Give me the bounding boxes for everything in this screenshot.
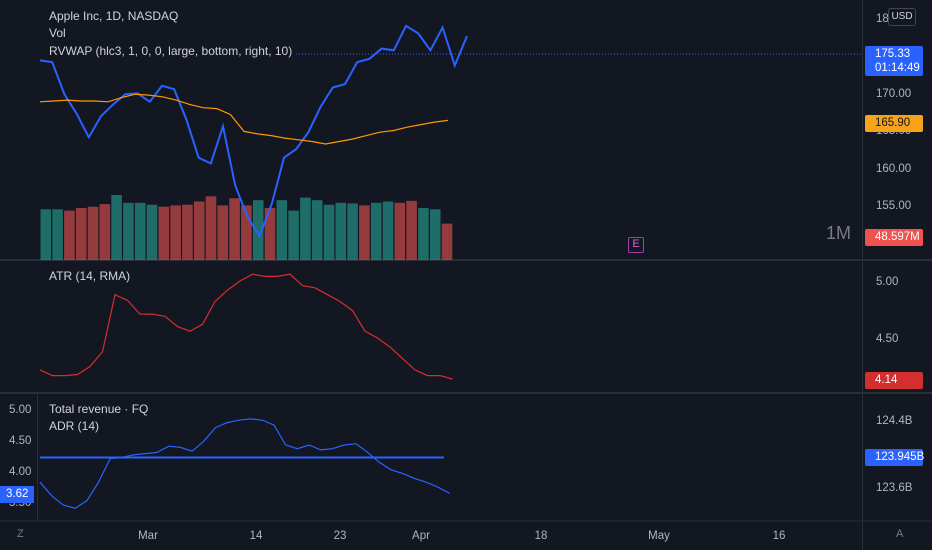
time-tick-label: 16 [773,530,786,542]
adr-badge: 3.62 [0,486,34,503]
legend-atr[interactable]: ATR (14, RMA) [49,269,131,283]
volume-bar [99,204,111,260]
legend-vol[interactable]: Vol [49,26,66,40]
volume-bar [441,223,453,260]
earnings-marker-icon[interactable]: E [628,237,644,253]
volume-bar [276,200,288,260]
volume-bar [193,201,205,260]
volume-bar [335,202,347,260]
volume-bar [158,206,170,260]
volume-bar [111,195,122,260]
adr-tick-label: 5.00 [9,404,31,416]
countdown-value: 01:14:49 [875,62,920,74]
adr-line [39,418,450,509]
volume-bar [347,203,358,260]
volume-bar [288,210,299,260]
chart-title: Apple Inc, 1D, NASDAQ [49,9,179,23]
volume-bar [182,204,193,260]
volume-bar [134,202,146,260]
price-tick-label: 155.00 [876,200,911,212]
volume-bar [252,200,264,260]
legend-rvwap[interactable]: RVWAP (hlc3, 1, 0, 0, large, bottom, rig… [49,44,293,58]
volume-bar [229,198,240,260]
atr-tick-label: 5.00 [876,276,898,288]
price-tick-label: 170.00 [876,88,911,100]
currency-button[interactable]: USD [888,8,916,26]
price-badge: 175.33 01:14:49 [865,46,923,76]
price-line [39,24,468,239]
time-tick-label: 14 [250,530,263,542]
revenue-tick-label: 124.4B [876,415,913,427]
volume-bar [406,200,417,260]
volume-bar [52,209,63,260]
volume-bar [323,204,335,260]
volume-bar [418,208,429,260]
volume-bar [205,196,217,260]
time-tick-label: May [648,530,670,542]
volume-bar [429,209,441,260]
price-tick-label: 160.00 [876,163,911,175]
revenue-tick-label: 123.6B [876,482,913,494]
price-tick-label: 18 [876,13,889,25]
legend-adr[interactable]: ADR (14) [49,419,100,433]
volume-bar [300,197,311,260]
atr-badge: 4.14 [865,372,923,389]
volume-bar [264,208,276,260]
volume-bar [40,209,52,260]
volume-bar [311,200,323,260]
volume-bar [382,201,394,260]
interval-watermark: 1M [826,223,852,243]
rvwap-badge: 165.90 [865,115,923,132]
time-tick-label: 18 [535,530,548,542]
revenue-badge: 123.945B [865,449,924,466]
auto-scale-icon[interactable]: A [896,528,904,540]
volume-bar [359,205,370,260]
atr-tick-label: 4.50 [876,333,898,345]
volume-bar [75,208,87,260]
time-tick-label: Mar [138,530,158,542]
volume-badge: 48.597M [865,229,923,246]
volume-bar [87,206,99,260]
adr-tick-label: 4.50 [9,435,31,447]
time-tick-label: Apr [412,530,430,542]
time-tick-label: 23 [334,530,347,542]
atr-line [39,273,453,380]
adr-tick-label: 4.00 [9,466,31,478]
legend-revenue[interactable]: Total revenue · FQ [49,402,149,416]
volume-bar [217,205,229,260]
timezone-icon[interactable]: Z [17,528,24,540]
volume-bar [123,202,134,260]
volume-bar [64,210,75,260]
volume-bar [394,202,406,260]
volume-bar [170,205,181,260]
price-value: 175.33 [875,48,911,60]
volume-bar [146,204,158,260]
rvwap-line [39,93,449,145]
volume-bar [241,205,252,260]
volume-bar [370,202,382,260]
series-lines [39,24,862,509]
volume-bars [40,195,453,260]
